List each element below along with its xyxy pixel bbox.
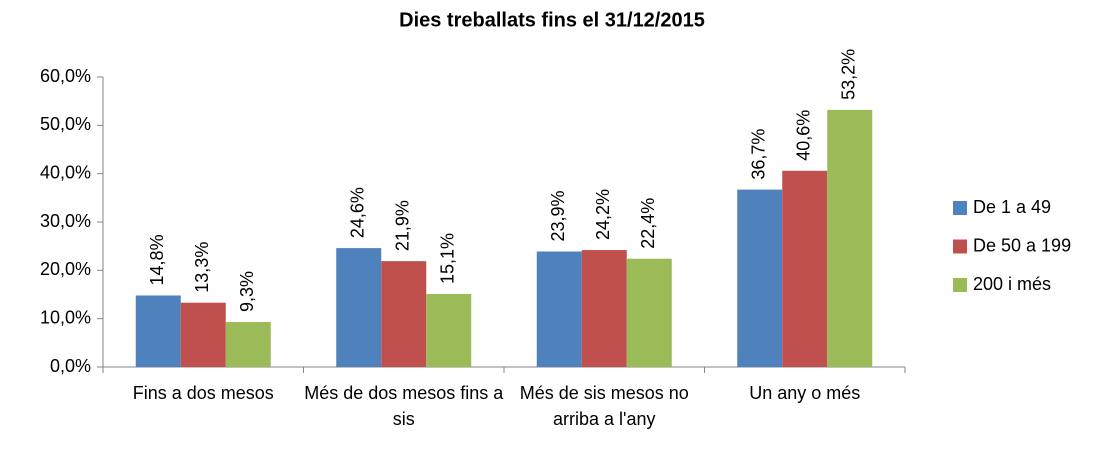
chart-title: Dies treballats fins el 31/12/2015	[399, 9, 705, 31]
y-tick-label: 40,0%	[40, 162, 91, 182]
bar	[626, 258, 672, 367]
legend-swatch	[953, 239, 967, 254]
x-tick-label: Més de dos mesos fins a sis	[304, 383, 504, 429]
y-tick-label: 20,0%	[40, 259, 91, 279]
bar	[581, 250, 627, 367]
legend-swatch	[953, 201, 967, 215]
value-label: 40,6%	[794, 110, 814, 161]
y-tick-label: 60,0%	[40, 66, 91, 86]
value-label: 9,3%	[237, 271, 257, 312]
bar	[827, 109, 873, 367]
x-tick-label: Un any o més	[749, 383, 861, 403]
value-label: 24,6%	[348, 187, 368, 238]
y-tick-label: 0,0%	[50, 356, 91, 376]
bar	[782, 170, 828, 367]
bar	[336, 248, 382, 367]
y-tick-label: 50,0%	[40, 114, 91, 134]
bar	[180, 302, 226, 367]
value-label: 53,2%	[839, 49, 859, 100]
value-label: 22,4%	[638, 198, 658, 249]
legend-swatch	[953, 278, 967, 292]
y-tick-label: 10,0%	[40, 307, 91, 327]
legend-label: 200 i més	[973, 274, 1051, 294]
legend-label: De 50 a 199	[973, 235, 1071, 255]
bar	[426, 294, 472, 367]
bar	[135, 295, 181, 367]
legend-label: De 1 a 49	[973, 197, 1051, 217]
value-label: 24,2%	[593, 189, 613, 240]
value-label: 13,3%	[192, 242, 212, 293]
value-label: 15,1%	[438, 233, 458, 284]
y-tick-label: 30,0%	[40, 211, 91, 231]
value-label: 23,9%	[548, 190, 568, 241]
value-label: 36,7%	[749, 129, 769, 180]
value-label: 21,9%	[393, 200, 413, 251]
bar	[737, 189, 783, 367]
bar	[225, 322, 271, 367]
x-tick-label: Fins a dos mesos	[132, 383, 274, 403]
x-tick-label: Més de sis mesos no arriba a l'any	[519, 383, 689, 429]
bar	[536, 251, 582, 367]
value-label: 14,8%	[147, 234, 167, 285]
bar	[381, 261, 427, 367]
